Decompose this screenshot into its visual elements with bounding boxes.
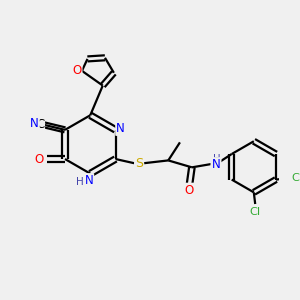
Text: Cl: Cl — [291, 173, 300, 183]
Text: S: S — [135, 157, 143, 170]
Text: N: N — [116, 122, 125, 135]
Text: O: O — [34, 152, 43, 166]
Text: N: N — [85, 174, 93, 187]
Text: N: N — [30, 117, 39, 130]
Text: N: N — [212, 158, 220, 171]
Text: C: C — [36, 118, 44, 131]
Text: O: O — [184, 184, 194, 196]
Text: H: H — [213, 154, 220, 164]
Text: Cl: Cl — [250, 207, 261, 217]
Text: H: H — [76, 178, 84, 188]
Text: O: O — [72, 64, 82, 77]
